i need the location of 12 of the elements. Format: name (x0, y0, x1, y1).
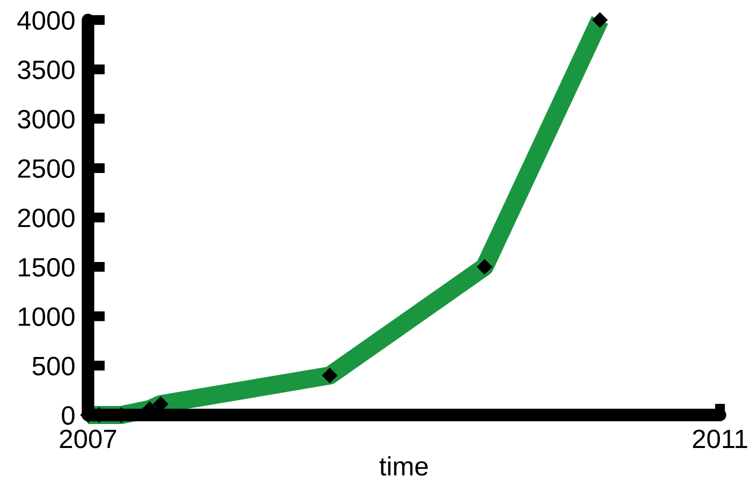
y-tick-label: 2000 (18, 208, 74, 228)
y-tick-label: 3500 (18, 60, 74, 80)
y-tick-label: 1000 (18, 307, 74, 326)
y-tick-label: 1500 (18, 258, 74, 277)
y-tick-label: 3000 (18, 110, 74, 129)
y-tick-label: 0 (62, 406, 74, 425)
x-tick-label: 2007 (60, 430, 116, 448)
y-tick-label: 4000 (17, 11, 74, 30)
x-tick-label: 2011 (692, 430, 748, 448)
y-tick-label: 500 (32, 356, 74, 376)
x-axis-title: time (379, 456, 428, 476)
y-tick-label: 2500 (18, 159, 74, 178)
